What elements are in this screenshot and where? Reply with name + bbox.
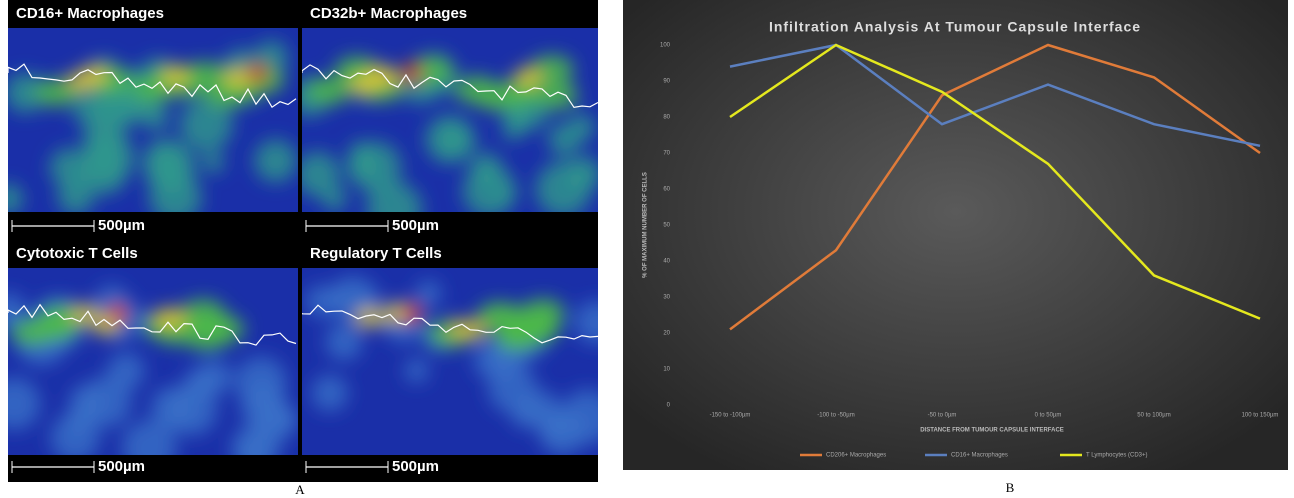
blob [80,66,108,84]
panel-letter: B [1006,480,1015,495]
blob [162,67,190,85]
blob [347,151,377,181]
blob [415,280,441,306]
blob [322,186,347,211]
x-tick-label: 50 to 100µm [1137,413,1170,419]
x-tick-label: -100 to -50µm [817,413,854,419]
y-tick-label: 90 [663,79,670,85]
blob [142,104,169,131]
y-tick-label: 20 [663,331,670,337]
x-axis-title: DISTANCE FROM TUMOUR CAPSULE INTERFACE [920,428,1064,434]
hotspot [108,303,128,323]
chart-title: Infiltration Analysis At Tumour Capsule … [769,19,1141,35]
y-tick-label: 80 [663,115,670,121]
legend-label: T Lymphocytes (CD3+) [1086,453,1148,459]
legend-label: CD206+ Macrophages [826,453,886,459]
blob [514,68,542,86]
y-tick-label: 40 [663,259,670,265]
x-tick-label: 0 to 50µm [1035,413,1062,419]
y-tick-label: 60 [663,187,670,193]
image-title: CD32b+ Macrophages [310,5,467,22]
heatmap [0,28,298,224]
scale-label: 500µm [98,458,145,475]
legend-label: CD16+ Macrophages [951,453,1008,459]
hotspot [248,63,268,83]
blob [196,360,232,396]
scale-label: 500µm [392,458,439,475]
image-title: CD16+ Macrophages [16,5,164,22]
blob [574,301,617,344]
blob [569,114,596,141]
y-tick-label: 70 [663,151,670,157]
image-title: Cytotoxic T Cells [16,245,138,262]
blob [311,375,348,412]
y-tick-label: 10 [663,367,670,373]
blob [202,152,224,174]
figure: CD16+ Macrophages 500µm CD32b+ Macrophages… [0,0,1294,498]
blob [223,68,251,86]
image-title: Regulatory T Cells [310,245,442,262]
hotspot [402,63,422,83]
blob [144,142,196,194]
blob [567,156,602,191]
x-tick-label: -150 to -100µm [710,413,751,419]
heatmap [302,268,618,456]
blob [83,114,125,156]
blob [541,411,585,455]
x-tick-label: 100 to 150µm [1242,413,1279,419]
blob [325,323,362,360]
blob [57,178,93,214]
y-axis-title: % OF MAXIMUM NUMBER OF CELLS [643,172,649,278]
y-tick-label: 30 [663,295,670,301]
blob [437,121,475,159]
heatmap [290,28,602,238]
panel-letter: A [295,482,305,497]
blob [511,399,540,428]
scale-label: 500µm [98,217,145,234]
blob [254,139,297,182]
chart-background [623,0,1288,470]
blob [189,312,233,340]
blob [235,356,286,407]
scale-label: 500µm [392,217,439,234]
y-tick-label: 100 [660,43,671,49]
blob [404,358,428,382]
heatmap [0,268,299,475]
y-tick-label: 50 [663,223,670,229]
blob [329,287,349,307]
x-tick-label: -50 to 0µm [928,413,957,419]
blob [80,376,132,428]
blob [463,165,516,218]
